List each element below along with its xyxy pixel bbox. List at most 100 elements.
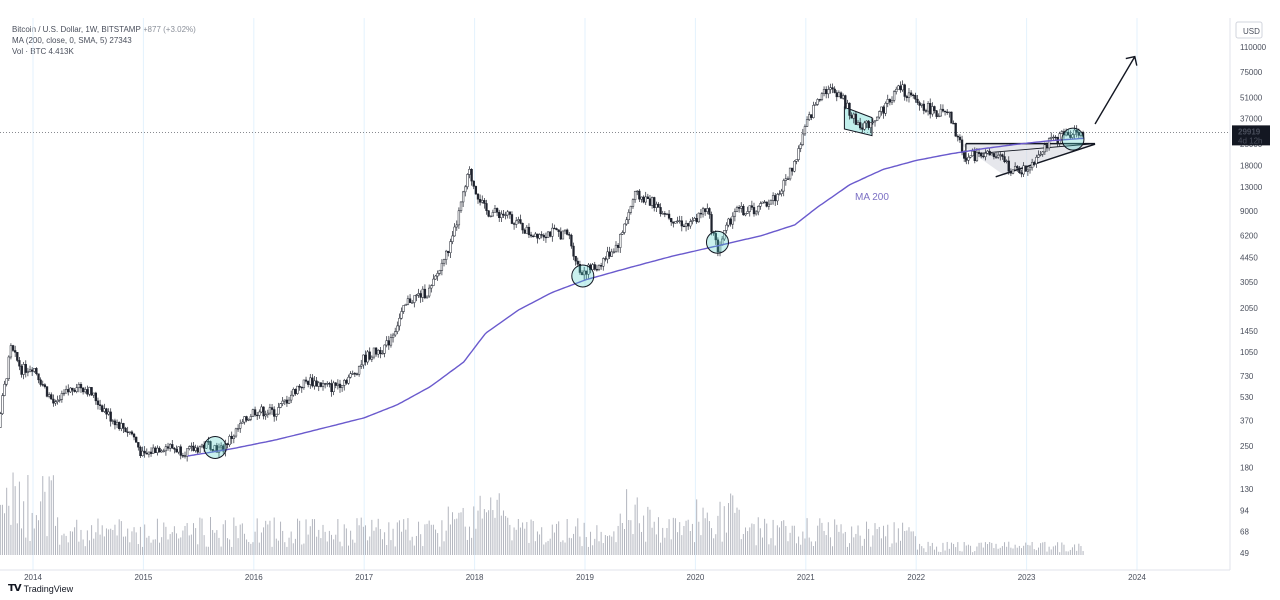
- candle-body: [833, 88, 836, 93]
- candle-body: [871, 121, 875, 123]
- candle-body: [778, 193, 781, 195]
- candle-body: [984, 153, 987, 158]
- candle-body: [81, 387, 85, 393]
- candle-body: [892, 91, 896, 101]
- candle-body: [370, 356, 373, 360]
- candle-body: [822, 89, 826, 94]
- candle-body: [5, 378, 8, 385]
- time-tick-2014: 2014: [24, 573, 42, 582]
- candle-body: [667, 213, 671, 219]
- candle-body: [935, 110, 938, 117]
- candle-body: [895, 88, 898, 92]
- candle-body: [506, 211, 509, 216]
- candle-body: [553, 227, 556, 230]
- candle-body: [360, 364, 363, 367]
- candle-body: [115, 421, 119, 426]
- candle-body: [158, 447, 161, 453]
- candle-body: [434, 275, 437, 280]
- candle-body: [228, 435, 231, 446]
- candle-body: [1013, 166, 1017, 171]
- candle-body: [538, 234, 541, 239]
- time-tick-2023: 2023: [1018, 573, 1036, 582]
- candle-body: [954, 122, 957, 137]
- candle-body: [867, 120, 870, 128]
- candle-body: [638, 190, 641, 200]
- price-tick-49: 49: [1240, 549, 1249, 558]
- candle-body: [239, 423, 242, 429]
- candle-body: [264, 414, 267, 417]
- candle-body: [642, 196, 645, 203]
- candle-body: [302, 379, 306, 388]
- candle-body: [737, 207, 741, 209]
- candle-body: [852, 113, 855, 119]
- candle-body: [608, 251, 611, 257]
- candle-body: [147, 451, 151, 455]
- candle-body: [135, 436, 138, 443]
- candle-body: [447, 250, 450, 254]
- price-tick-13000: 13000: [1240, 183, 1263, 192]
- candle-body: [542, 234, 545, 238]
- candle-body: [965, 158, 968, 161]
- candle-body: [994, 156, 998, 158]
- candle-body: [580, 272, 584, 276]
- candle-body: [820, 93, 824, 100]
- candle-body: [583, 270, 586, 276]
- candle-body: [593, 264, 596, 270]
- candle-body: [357, 366, 361, 375]
- legend-volume-row[interactable]: Vol · BTC 4.413K: [12, 46, 196, 57]
- candle-body: [94, 392, 97, 402]
- candle-body: [740, 205, 743, 209]
- candle-body: [941, 108, 945, 112]
- price-axis: USD1100007500051000370002500018000130009…: [1229, 18, 1270, 570]
- candle-body: [340, 385, 344, 388]
- candle-body: [1009, 170, 1013, 174]
- candle-body: [687, 223, 690, 227]
- volume-label: Vol · BTC: [12, 47, 47, 56]
- candle-body: [466, 174, 469, 188]
- candle-body: [1058, 133, 1061, 144]
- candle-body: [735, 207, 739, 212]
- candle-body: [122, 423, 125, 429]
- candle-body: [130, 431, 134, 435]
- candle-body: [251, 409, 255, 417]
- candle-body: [315, 380, 318, 387]
- candle-body: [504, 214, 507, 217]
- candle-body: [1007, 160, 1010, 172]
- candle-body: [963, 152, 966, 159]
- candle-body: [922, 103, 925, 111]
- candlesticks: [0, 80, 1085, 462]
- candle-body: [241, 421, 244, 424]
- candle-body: [249, 416, 252, 420]
- candle-body: [859, 122, 862, 129]
- candle-body: [396, 325, 399, 332]
- candle-body: [177, 446, 180, 453]
- chart-grid: [0, 18, 1230, 570]
- legend-ma-row[interactable]: MA (200, close, 0, SMA, 5) 27343: [12, 35, 196, 46]
- candle-body: [706, 208, 709, 212]
- legend-symbol-row[interactable]: Bitcoin / U.S. Dollar, 1W, BITSTAMP +877…: [12, 24, 196, 35]
- candle-body: [1011, 169, 1015, 174]
- candle-body: [782, 180, 785, 192]
- candle-body: [517, 219, 520, 222]
- candle-body: [118, 421, 121, 429]
- candle-body: [489, 215, 492, 218]
- candle-body: [379, 349, 382, 354]
- tradingview-logo[interactable]: 𝗧𝗩 TradingView: [8, 583, 73, 594]
- candle-body: [856, 122, 860, 125]
- touch-circle-3: [705, 230, 729, 254]
- candle-body: [1079, 132, 1083, 136]
- candle-body: [309, 377, 312, 385]
- candle-body: [623, 223, 626, 233]
- candle-body: [256, 414, 259, 417]
- candle-body: [247, 419, 250, 421]
- candle-body: [508, 211, 511, 215]
- candle-body: [404, 303, 407, 306]
- candle-body: [621, 232, 624, 235]
- candle-body: [495, 208, 499, 213]
- last-price-box: [1232, 125, 1270, 146]
- candle-body: [710, 214, 713, 233]
- candle-body: [198, 446, 202, 453]
- candle-body: [754, 211, 758, 215]
- price-tick-3050: 3050: [1240, 278, 1258, 287]
